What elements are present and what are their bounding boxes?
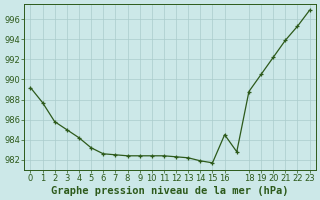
X-axis label: Graphe pression niveau de la mer (hPa): Graphe pression niveau de la mer (hPa): [51, 186, 289, 196]
